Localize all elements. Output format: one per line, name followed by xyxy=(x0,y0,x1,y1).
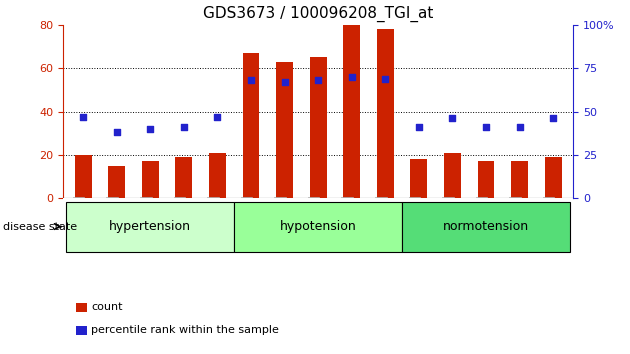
Text: percentile rank within the sample: percentile rank within the sample xyxy=(91,325,279,335)
FancyBboxPatch shape xyxy=(402,202,570,252)
Bar xyxy=(377,29,394,198)
Text: GSM493533: GSM493533 xyxy=(343,198,352,249)
Point xyxy=(381,76,391,81)
Point xyxy=(146,126,156,132)
Point xyxy=(246,78,256,83)
Text: GSM493539: GSM493539 xyxy=(544,198,553,249)
Point xyxy=(112,130,122,135)
Text: GSM493526: GSM493526 xyxy=(108,198,117,249)
FancyBboxPatch shape xyxy=(66,202,234,252)
Text: GSM493529: GSM493529 xyxy=(209,198,217,249)
Bar xyxy=(444,153,461,198)
Text: GSM493535: GSM493535 xyxy=(410,198,419,249)
Text: disease state: disease state xyxy=(3,222,77,232)
Point xyxy=(481,124,491,130)
Bar xyxy=(310,57,326,198)
Bar xyxy=(411,159,427,198)
Text: hypotension: hypotension xyxy=(280,220,357,233)
Bar xyxy=(545,157,561,198)
Title: GDS3673 / 100096208_TGI_at: GDS3673 / 100096208_TGI_at xyxy=(203,6,433,22)
Point xyxy=(313,78,323,83)
Text: count: count xyxy=(91,302,123,312)
Bar xyxy=(108,166,125,198)
Point xyxy=(414,124,424,130)
Point xyxy=(548,116,558,121)
Bar xyxy=(511,161,528,198)
Text: GSM493530: GSM493530 xyxy=(242,198,251,249)
Text: GSM493536: GSM493536 xyxy=(444,198,452,249)
Text: GSM493525: GSM493525 xyxy=(74,198,83,249)
Text: GSM493528: GSM493528 xyxy=(175,198,184,249)
Text: GSM493527: GSM493527 xyxy=(141,198,151,249)
Point xyxy=(212,114,222,120)
Bar xyxy=(75,155,91,198)
Bar xyxy=(343,25,360,198)
Text: hypertension: hypertension xyxy=(109,220,192,233)
Text: GSM493538: GSM493538 xyxy=(510,198,520,249)
Text: GSM493534: GSM493534 xyxy=(376,198,386,249)
Bar xyxy=(478,161,495,198)
Bar xyxy=(142,161,159,198)
Text: GSM493537: GSM493537 xyxy=(477,198,486,249)
Point xyxy=(280,79,290,85)
Text: GSM493532: GSM493532 xyxy=(309,198,318,249)
Point xyxy=(346,74,357,80)
Point xyxy=(447,116,457,121)
Bar xyxy=(209,153,226,198)
Point xyxy=(78,114,88,120)
FancyBboxPatch shape xyxy=(234,202,402,252)
Point xyxy=(515,124,525,130)
Bar xyxy=(176,157,192,198)
Bar xyxy=(243,53,260,198)
Text: normotension: normotension xyxy=(443,220,529,233)
Point xyxy=(179,124,189,130)
Text: GSM493531: GSM493531 xyxy=(275,198,285,249)
Bar xyxy=(276,62,293,198)
